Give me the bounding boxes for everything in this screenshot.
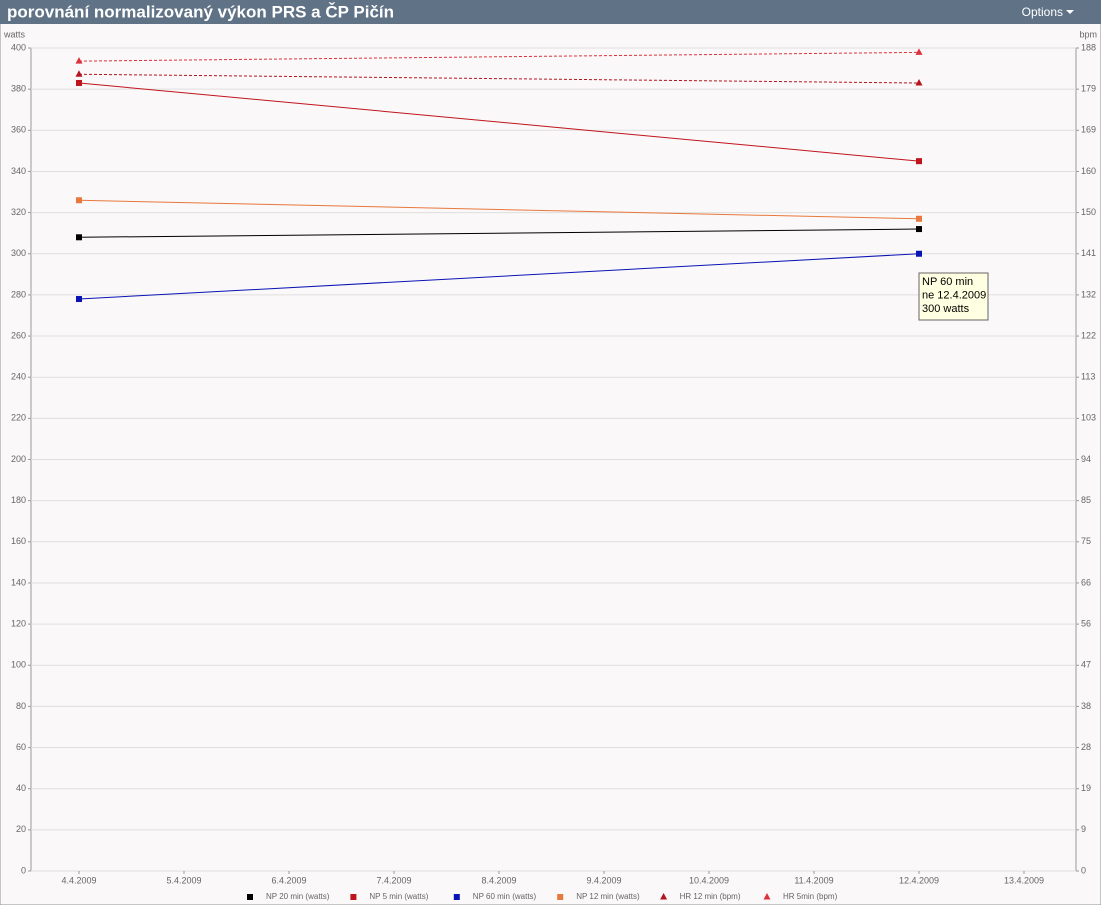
- y2-tick-label: 0: [1081, 865, 1086, 875]
- data-point: [916, 158, 922, 165]
- legend-label: NP 20 min (watts): [266, 892, 330, 901]
- options-arrow[interactable]: [1066, 10, 1074, 14]
- series-line: [78, 73, 920, 84]
- y-tick-label: 360: [11, 125, 26, 135]
- data-point: [75, 57, 83, 64]
- y2-tick-label: 179: [1081, 84, 1096, 94]
- y-tick-label: 140: [11, 577, 26, 587]
- legend-label: HR 12 min (bpm): [680, 892, 741, 901]
- y-tick-label: 0: [21, 865, 26, 875]
- data-point: [916, 250, 922, 257]
- x-tick-label: 4.4.2009: [61, 875, 96, 885]
- y-tick-label: 20: [16, 824, 26, 834]
- y-tick-label: 340: [11, 166, 26, 176]
- y-tick-label: 300: [11, 248, 26, 258]
- y-tick-label: 400: [11, 42, 26, 52]
- legend-label: NP 60 min (watts): [473, 892, 537, 901]
- legend-marker: [453, 894, 460, 900]
- series-line: [78, 228, 920, 238]
- x-tick-label: 13.4.2009: [1004, 875, 1044, 885]
- options-button[interactable]: Options: [1022, 5, 1063, 19]
- y2-tick-label: 188: [1081, 42, 1096, 52]
- y2-tick-label: 122: [1081, 330, 1096, 340]
- y-tick-label: 380: [11, 84, 26, 94]
- y-tick-label: 180: [11, 495, 26, 505]
- y2-tick-label: 9: [1081, 824, 1086, 834]
- y2-tick-label: 132: [1081, 289, 1096, 299]
- data-point: [915, 79, 923, 86]
- y2-axis-label: bpm: [1079, 29, 1097, 39]
- legend-marker: [557, 894, 564, 900]
- y2-tick-label: 19: [1081, 783, 1091, 793]
- y-tick-label: 260: [11, 330, 26, 340]
- y2-tick-label: 94: [1081, 454, 1091, 464]
- data-point: [76, 296, 82, 303]
- y2-tick-label: 141: [1081, 248, 1096, 258]
- tooltip-line: NP 60 min: [922, 276, 973, 288]
- data-point: [76, 234, 82, 241]
- y2-tick-label: 47: [1081, 660, 1091, 670]
- y2-tick-label: 150: [1081, 207, 1096, 217]
- y-tick-label: 220: [11, 413, 26, 423]
- series-line: [78, 253, 920, 300]
- y2-tick-label: 169: [1081, 125, 1096, 135]
- y-tick-label: 240: [11, 372, 26, 382]
- y2-tick-label: 103: [1081, 413, 1096, 423]
- window-title: porovnání normalizovaný výkon PRS a ČP P…: [7, 2, 394, 21]
- y-tick-label: 200: [11, 454, 26, 464]
- y2-tick-label: 66: [1081, 577, 1091, 587]
- y2-tick-label: 38: [1081, 701, 1091, 711]
- data-point: [76, 197, 82, 204]
- data-point: [915, 48, 923, 55]
- x-tick-label: 8.4.2009: [481, 875, 516, 885]
- x-tick-label: 6.4.2009: [271, 875, 306, 885]
- y2-tick-label: 75: [1081, 536, 1091, 546]
- data-point: [76, 79, 82, 86]
- legend-marker: [247, 894, 253, 900]
- legend-label: NP 5 min (watts): [369, 892, 428, 901]
- tooltip-line: ne 12.4.2009: [922, 289, 986, 301]
- y2-tick-label: 56: [1081, 618, 1091, 628]
- x-tick-label: 12.4.2009: [899, 875, 939, 885]
- tooltip-box: [918, 272, 989, 321]
- tooltip-line: 300 watts: [922, 303, 970, 315]
- series-line: [78, 51, 920, 62]
- y-tick-label: 60: [16, 742, 26, 752]
- legend-marker: [763, 893, 771, 900]
- legend-label: NP 12 min (watts): [576, 892, 640, 901]
- series-line: [78, 82, 920, 162]
- data-point: [916, 215, 922, 222]
- y-tick-label: 280: [11, 289, 26, 299]
- legend-marker: [350, 894, 357, 900]
- data-point: [75, 70, 83, 77]
- y-tick-label: 40: [16, 783, 26, 793]
- legend-label: HR 5min (bpm): [783, 892, 838, 901]
- x-tick-label: 7.4.2009: [376, 875, 411, 885]
- x-tick-label: 5.4.2009: [166, 875, 201, 885]
- y2-tick-label: 160: [1081, 166, 1096, 176]
- y2-tick-label: 113: [1081, 372, 1095, 382]
- y-axis-label: watts: [3, 29, 26, 39]
- x-tick-label: 11.4.2009: [794, 875, 833, 885]
- x-tick-label: 10.4.2009: [689, 875, 729, 885]
- y-tick-label: 100: [11, 660, 26, 670]
- y-tick-label: 160: [11, 536, 26, 546]
- y-tick-label: 80: [16, 701, 26, 711]
- y2-tick-label: 28: [1081, 742, 1091, 752]
- series-line: [78, 199, 920, 220]
- y2-tick-label: 85: [1081, 495, 1091, 505]
- data-point: [916, 226, 922, 233]
- y-tick-label: 120: [11, 618, 26, 628]
- legend-marker: [660, 893, 668, 900]
- title-bar: [0, 0, 1101, 24]
- x-tick-label: 9.4.2009: [586, 875, 621, 885]
- y-tick-label: 320: [11, 207, 26, 217]
